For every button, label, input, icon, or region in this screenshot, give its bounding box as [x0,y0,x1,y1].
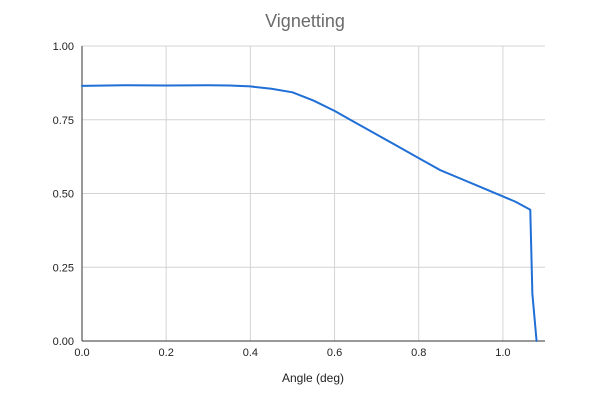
y-tick-label: 0.50 [53,189,74,201]
x-tick-label: 1.0 [495,347,510,359]
axes [81,46,545,342]
x-tick-label: 0.6 [327,347,342,359]
y-tick-label: 0.75 [53,115,74,127]
grid [82,45,545,342]
y-tick-label: 1.00 [53,41,74,53]
chart-title: Vignetting [265,11,345,31]
y-tick-label: 0.25 [53,262,74,274]
x-tick-label: 0.8 [411,347,426,359]
series-layer [81,84,538,342]
x-tick-label: 0.0 [74,347,89,359]
tick-labels: 0.00 0.25 0.50 0.75 1.00 0.0 0.2 0.4 0.6 0.8 1.0 [53,41,511,359]
x-tick-label: 0.2 [159,347,174,359]
y-tick-label: 0.00 [53,336,74,348]
x-axis-label: Angle (deg) [282,371,344,385]
x-tick-label: 0.4 [243,347,258,359]
series-line-vignetting [81,84,538,342]
